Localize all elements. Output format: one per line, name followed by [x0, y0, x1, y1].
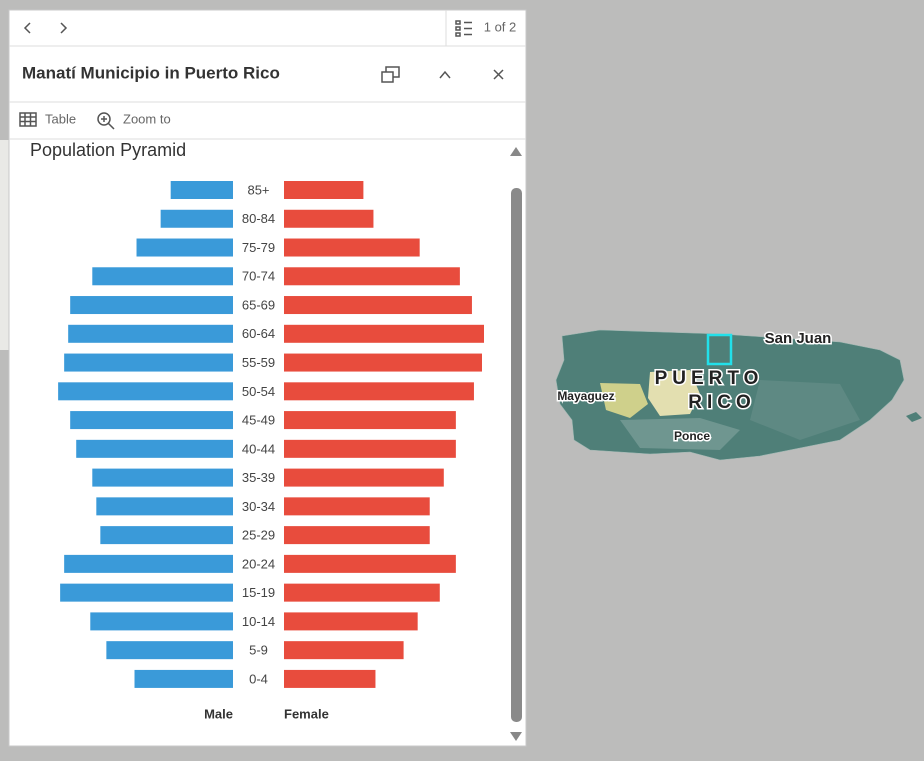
- table-icon[interactable]: [19, 112, 37, 127]
- popup-panel: [8, 9, 527, 747]
- bar: [284, 497, 430, 516]
- island: [906, 412, 922, 422]
- category-label: 50-54: [242, 384, 275, 399]
- legend-label: Female: [284, 706, 329, 721]
- bar: [106, 641, 233, 660]
- close-button[interactable]: [493, 69, 504, 80]
- prev-button[interactable]: [23, 22, 31, 34]
- scroll-up[interactable]: [510, 147, 522, 156]
- category-label: 15-19: [242, 585, 275, 600]
- category-label: 0-4: [249, 671, 268, 686]
- selected-region: [706, 333, 733, 366]
- bar: [70, 296, 233, 315]
- category-label: 55-59: [242, 355, 275, 370]
- bar: [284, 267, 460, 286]
- bar: [60, 583, 233, 602]
- bar: [284, 468, 444, 487]
- collapse-button[interactable]: [439, 70, 451, 79]
- bar: [136, 238, 233, 257]
- popup-title: Manatí Municipio in Puerto Rico: [22, 63, 280, 82]
- region-highlight: [648, 370, 700, 416]
- bar: [284, 181, 364, 199]
- region: [620, 418, 740, 450]
- bar: [96, 497, 233, 516]
- category-label: 45-49: [242, 413, 275, 428]
- pager: 1 of 2: [484, 19, 517, 34]
- bar: [100, 526, 233, 545]
- bar: [170, 181, 233, 199]
- category-label: 20-24: [242, 556, 275, 571]
- bar: [284, 324, 484, 343]
- bar: [64, 554, 233, 573]
- bar: [284, 669, 376, 688]
- category-label: 60-64: [242, 326, 275, 341]
- map-label: Ponce: [674, 429, 710, 443]
- bar: [92, 468, 234, 487]
- dock-button[interactable]: [381, 66, 400, 83]
- map-edge: [0, 140, 9, 350]
- region: [750, 380, 860, 440]
- category-label: 85+: [247, 182, 269, 197]
- category-label: 25-29: [242, 528, 275, 543]
- category-label: 40-44: [242, 441, 275, 456]
- category-label: 30-34: [242, 499, 275, 514]
- bar: [284, 353, 482, 372]
- bar: [68, 324, 234, 343]
- category-label: 65-69: [242, 297, 275, 312]
- bar: [160, 209, 233, 228]
- category-label: 75-79: [242, 240, 275, 255]
- bar: [58, 382, 234, 401]
- bar: [284, 554, 456, 573]
- pyramid-chart: 85+ 80-84 75-79 70-74 65-69 60-64 55-59 50-54 45…: [58, 181, 484, 721]
- zoom-action[interactable]: Zoom to: [123, 111, 171, 126]
- chart-title: Population Pyramid: [30, 140, 186, 160]
- list-icon[interactable]: [455, 20, 472, 37]
- table-action[interactable]: Table: [45, 111, 76, 126]
- bar: [284, 238, 420, 257]
- bar: [284, 526, 430, 545]
- map-label: PUERTO: [655, 368, 764, 389]
- bar: [284, 641, 404, 660]
- category-label: 70-74: [242, 269, 275, 284]
- bar: [284, 209, 374, 228]
- category-label: 80-84: [242, 211, 275, 226]
- bar: [284, 411, 456, 430]
- bar: [76, 439, 233, 458]
- scroll-down[interactable]: [510, 732, 522, 741]
- map-label: RICO: [688, 392, 756, 413]
- legend-label: Male: [204, 706, 233, 721]
- bar: [284, 382, 474, 401]
- bar: [70, 411, 233, 430]
- region-highlight: [600, 383, 648, 418]
- bar: [284, 439, 456, 458]
- map-label: Mayaguez: [557, 389, 614, 403]
- category-label: 5-9: [249, 643, 268, 658]
- bar: [64, 353, 233, 372]
- category-label: 35-39: [242, 470, 275, 485]
- map: San Juan PUERTO RICO Mayaguez Ponce: [555, 328, 922, 461]
- category-label: 10-14: [242, 614, 275, 629]
- bar: [284, 612, 418, 631]
- bar: [284, 583, 440, 602]
- bar: [134, 669, 233, 688]
- bar: [90, 612, 233, 631]
- scrollbar-thumb[interactable]: [511, 188, 522, 722]
- next-button[interactable]: [60, 22, 68, 34]
- zoom-icon[interactable]: [97, 112, 115, 130]
- bar: [92, 267, 234, 286]
- bar: [284, 296, 472, 315]
- map-label: San Juan: [765, 330, 832, 347]
